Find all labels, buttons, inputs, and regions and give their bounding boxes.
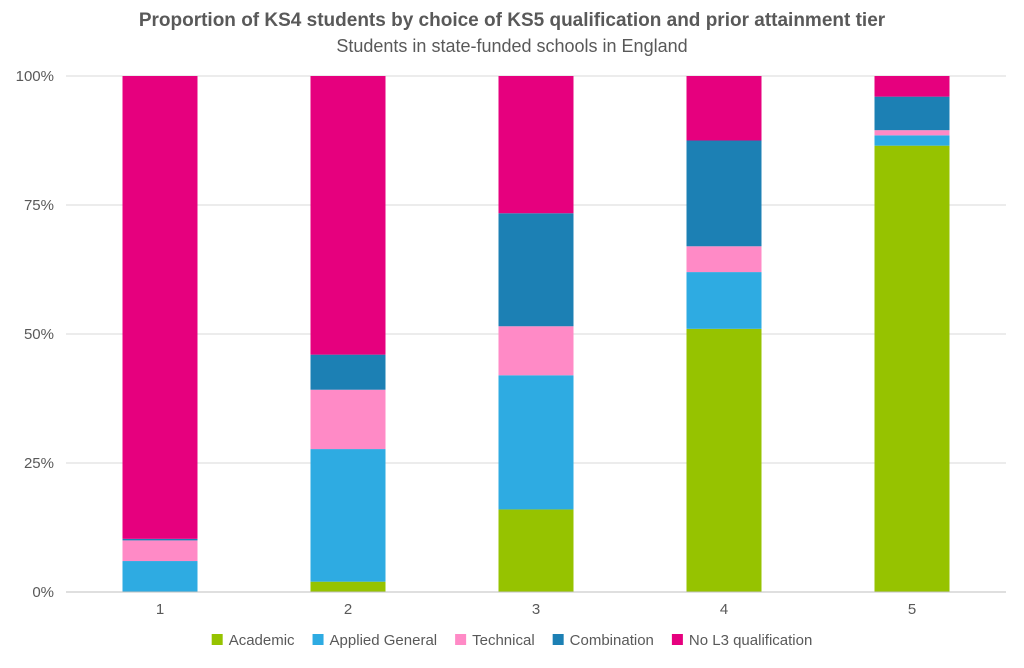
y-tick-label: 100%	[16, 68, 54, 85]
bar-segment	[874, 145, 950, 592]
bar-segment	[498, 375, 574, 510]
bar-segment	[498, 213, 574, 327]
bars	[122, 76, 950, 592]
y-tick-label: 50%	[24, 326, 54, 343]
x-tick-label: 5	[908, 601, 916, 618]
x-tick-label: 3	[532, 601, 540, 618]
bar-segment	[874, 130, 950, 136]
bar-segment	[686, 328, 762, 592]
bar-segment	[310, 389, 386, 450]
bar-segment	[310, 581, 386, 592]
bar-segment	[310, 76, 386, 355]
legend-swatch	[552, 634, 564, 645]
bar-segment	[874, 96, 950, 131]
legend-swatch	[671, 634, 683, 645]
legend: Academic Applied General Technical Combinat…	[211, 632, 812, 649]
bar-segment	[686, 76, 762, 141]
bar-segment	[498, 509, 574, 592]
bar-segment	[310, 449, 386, 582]
bar-segment	[122, 76, 198, 539]
bar-segment	[874, 135, 950, 146]
y-tick-label: 75%	[24, 197, 54, 214]
bar-segment	[874, 76, 950, 97]
legend-label: Technical	[472, 632, 535, 649]
x-tick-label: 1	[156, 601, 164, 618]
x-tick-label: 2	[344, 601, 352, 618]
axes: 0% 25% 50% 75% 100% 1 2 3 4 5	[16, 68, 1006, 618]
legend-label: No L3 qualification	[689, 632, 812, 649]
bar-segment	[122, 561, 198, 592]
x-tick-label: 4	[720, 601, 728, 618]
bar-segment	[498, 76, 574, 214]
legend-swatch	[312, 634, 324, 645]
bar-segment	[686, 140, 762, 247]
legend-swatch	[211, 634, 223, 645]
legend-label: Academic	[229, 632, 295, 649]
legend-label: Applied General	[330, 632, 438, 649]
y-tick-label: 25%	[24, 455, 54, 472]
bar-segment	[498, 326, 574, 376]
bar-segment	[122, 538, 198, 541]
bar-segment	[686, 272, 762, 329]
bar-segment	[686, 246, 762, 273]
bar-segment	[310, 354, 386, 390]
bar-segment	[122, 540, 198, 562]
legend-label: Combination	[570, 632, 654, 649]
chart-title: Proportion of KS4 students by choice of …	[138, 10, 886, 31]
legend-swatch	[455, 634, 467, 645]
y-tick-label: 0%	[32, 584, 54, 601]
chart-subtitle: Students in state-funded schools in Engl…	[336, 36, 688, 56]
